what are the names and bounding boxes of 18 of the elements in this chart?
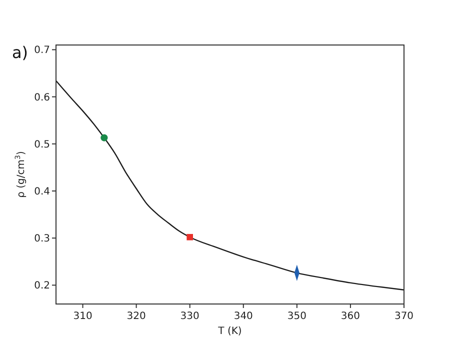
y-tick-label: 0.2 (34, 280, 50, 292)
text: a) (12, 43, 28, 62)
line-series (55, 80, 405, 290)
y-tick-label: 0.5 (34, 139, 50, 150)
x-tick-label: 310 (73, 311, 92, 322)
x-tick-label: 320 (126, 311, 146, 322)
y-tick-label: 0.7 (34, 45, 50, 56)
x-tick-label: 350 (287, 311, 306, 322)
y-tick-label: 0.3 (34, 234, 50, 245)
x-tick-label: 330 (180, 311, 200, 322)
y-tick-label: 0.4 (34, 186, 50, 198)
x-tick-label: 340 (234, 311, 253, 322)
point (100, 134, 108, 142)
x-axis-title: T (K) (217, 326, 242, 337)
x-tick-label: 370 (394, 311, 414, 322)
point (186, 234, 194, 240)
x-tick-label: 360 (340, 311, 360, 322)
y-tick-label: 0.6 (34, 92, 50, 104)
